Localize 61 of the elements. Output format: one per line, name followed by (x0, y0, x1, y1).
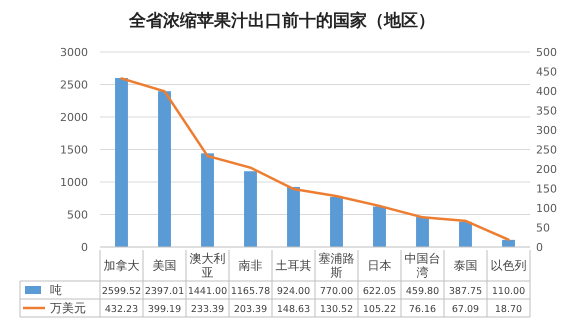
legend-label: 吨 (50, 283, 62, 297)
x-tick-label: 中国台湾 (404, 252, 440, 280)
data-label: 67.09 (452, 304, 480, 315)
data-label: 233.39 (190, 304, 224, 315)
x-tick-label: 塞浦路斯 (318, 252, 354, 280)
line-series (120, 77, 510, 241)
x-tick-label: 美国 (152, 258, 176, 272)
data-label: 770.00 (320, 286, 354, 297)
y-tick-label: 2000 (60, 111, 88, 124)
data-label: 110.00 (492, 286, 526, 297)
bar (201, 153, 214, 247)
y2-tick-label: 0 (536, 241, 543, 254)
data-label: 399.19 (148, 304, 182, 315)
bar (158, 91, 171, 247)
y-tick-label: 1500 (60, 144, 88, 156)
data-label: 18.70 (494, 304, 522, 315)
y-tick-label: 2500 (60, 78, 88, 92)
data-label: 432.23 (104, 304, 138, 315)
data-label: 622.05 (362, 286, 396, 297)
data-label: 459.80 (406, 286, 440, 297)
y2-tick-label: 400 (536, 85, 557, 98)
y2-tick-label: 450 (536, 66, 557, 78)
y2-tick-label: 200 (536, 163, 557, 176)
data-label: 105.22 (362, 304, 396, 315)
data-label: 130.52 (320, 304, 354, 315)
bar (287, 186, 300, 247)
y-tick-label: 1000 (60, 176, 88, 189)
bar (459, 222, 472, 247)
data-label: 148.63 (276, 304, 310, 315)
y2-tick-label: 100 (536, 202, 557, 215)
y2-tick-label: 300 (536, 124, 557, 137)
y-tick-label: 500 (67, 208, 88, 222)
x-tick-label: 澳大利亚 (190, 252, 226, 280)
x-tick-label: 加拿大 (104, 258, 140, 272)
bar (330, 196, 343, 247)
y2-tick-label: 350 (536, 104, 557, 118)
x-tick-label: 土耳其 (276, 258, 312, 272)
x-tick-label: 泰国 (454, 258, 478, 272)
y2-tick-label: 250 (536, 144, 557, 156)
y2-tick-label: 150 (536, 182, 557, 196)
bar (416, 217, 429, 247)
data-label: 203.39 (234, 304, 268, 315)
y2-tick-label: 50 (536, 222, 550, 234)
data-label: 1441.00 (188, 286, 228, 297)
y-tick-label: 3000 (60, 46, 88, 59)
y2-tick-label: 500 (536, 46, 557, 59)
data-label: 924.00 (276, 286, 310, 297)
data-label: 1165.78 (230, 286, 270, 297)
bar (115, 78, 128, 247)
data-label: 2397.01 (144, 286, 184, 297)
legend-label: 万美元 (50, 301, 86, 315)
chart-title: 全省浓缩苹果汁出口前十的国家（地区） (128, 11, 435, 31)
data-label: 387.75 (448, 286, 482, 297)
bar (244, 171, 257, 247)
x-tick-label: 南非 (238, 258, 262, 272)
x-tick-label: 日本 (368, 258, 392, 272)
data-label: 76.16 (408, 304, 436, 315)
data-label: 2599.52 (102, 286, 142, 297)
y-tick-label: 0 (81, 241, 88, 254)
x-tick-label: 以色列 (490, 258, 526, 272)
bar (373, 206, 386, 247)
